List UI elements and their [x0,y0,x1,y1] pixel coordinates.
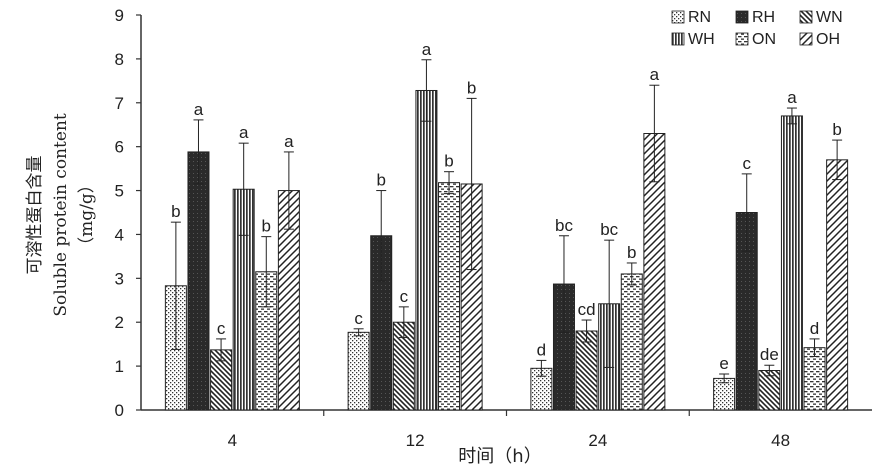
significance-letter: a [787,88,797,107]
legend-swatch-on [735,32,749,46]
y-axis-title-line: Soluble protein content [51,113,71,317]
legend-label-on: ON [752,31,776,48]
significance-letter: b [171,202,180,221]
legend-label-rn: RN [688,9,711,26]
bar-wh-12h [415,89,438,411]
y-tick-label: 8 [115,50,124,69]
significance-letter: b [832,120,841,139]
significance-letter: d [537,340,546,359]
significance-letter: a [422,40,432,59]
y-axis-title-line: （mg/g） [77,176,97,254]
bar-on-24h [620,273,643,411]
legend-swatch-wn [799,10,813,24]
legend-swatch-oh [799,32,813,46]
significance-letter: a [239,123,249,142]
y-tick-label: 2 [115,313,124,332]
y-tick-label: 4 [115,225,124,244]
y-tick-label: 7 [115,94,124,113]
bar-wn-48h [758,370,781,411]
y-axis-title-line: 可溶性蛋白含量 [25,156,45,275]
bar-rn-12h [347,331,370,411]
significance-letter: c [354,309,363,328]
x-tick-label: 24 [588,431,607,450]
legend-label-oh: OH [816,31,840,48]
significance-letter: d [810,319,819,338]
legend-swatch-rh [735,10,749,24]
significance-letter: b [444,152,453,171]
significance-letter: cd [578,300,596,319]
significance-letter: c [742,154,751,173]
significance-letter: c [217,319,226,338]
legend: RN RH WN WH ON OH [671,9,843,48]
bar-on-48h [803,347,826,411]
significance-letter: de [760,345,779,364]
legend-swatch-wh [671,32,685,46]
significance-letter: bc [555,216,573,235]
bar-rh-4h [187,151,210,411]
significance-letter: b [467,78,476,97]
significance-letter: bc [600,220,618,239]
x-axis-title: 时间（h） [458,446,541,467]
significance-letter: b [376,171,385,190]
y-tick-label: 1 [115,357,124,376]
x-tick-label: 4 [228,431,237,450]
y-tick-label: 3 [115,269,124,288]
y-tick-label: 9 [115,6,124,25]
significance-letter: b [627,243,636,262]
significance-letter: a [194,100,204,119]
significance-letter: b [262,217,271,236]
significance-letter: e [719,354,728,373]
significance-letter: c [400,287,409,306]
significance-letter: a [284,132,294,151]
x-tick-label: 48 [771,431,790,450]
y-tick-label: 5 [115,182,124,201]
legend-label-wh: WH [688,31,715,48]
bar-wn-24h [575,330,598,411]
bar-on-12h [438,182,461,411]
legend-label-rh: RH [752,9,775,26]
legend-label-wn: WN [816,9,843,26]
x-tick-label: 12 [406,431,425,450]
y-tick-label: 6 [115,138,124,157]
y-tick-label: 0 [115,401,124,420]
significance-letter: a [650,65,660,84]
y-axis-title: 可溶性蛋白含量 Soluble protein content （mg/g） [25,113,97,317]
bar-oh-48h [826,159,849,411]
legend-swatch-rn [671,10,685,24]
bar-wh-48h [780,115,803,411]
